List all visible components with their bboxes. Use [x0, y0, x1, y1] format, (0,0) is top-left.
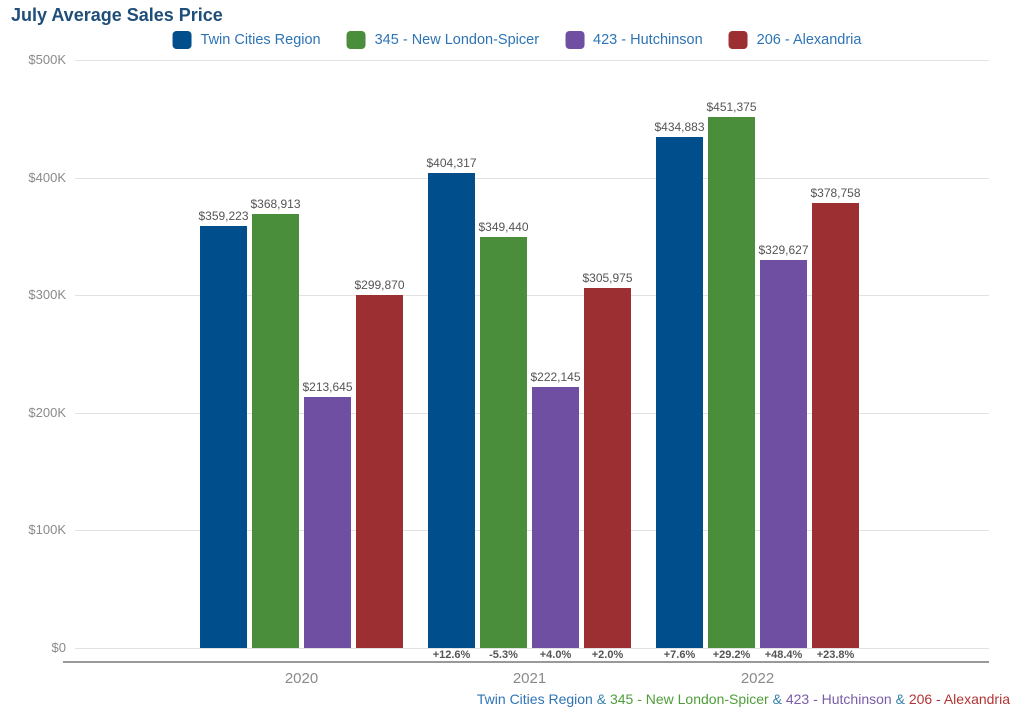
legend-label: Twin Cities Region [200, 32, 321, 48]
legend-label: 423 - Hutchinson [593, 32, 703, 48]
bar[interactable] [304, 396, 351, 648]
bar[interactable] [356, 295, 403, 648]
x-axis-line [63, 661, 989, 663]
bar[interactable] [532, 386, 579, 648]
legend-label: 206 - Alexandria [756, 32, 862, 48]
legend-item[interactable]: 206 - Alexandria [728, 31, 862, 49]
footer-separator: & [592, 691, 610, 707]
bar[interactable] [480, 237, 527, 648]
bar-value-label: $368,913 [250, 197, 301, 212]
bar-value-label: $434,883 [654, 119, 705, 134]
y-axis-tick-label: $500K [28, 52, 66, 67]
footer-separator: & [768, 691, 786, 707]
y-axis-tick-label: $200K [28, 404, 66, 420]
bar[interactable] [252, 214, 299, 648]
bar-value-label: $299,870 [354, 278, 405, 293]
bar-value-label: $329,627 [758, 243, 809, 258]
y-gridline [75, 295, 989, 297]
bar-value-label: $359,223 [198, 208, 249, 223]
legend-label: 345 - New London-Spicer [374, 32, 540, 48]
bar-value-label: $378,758 [810, 185, 861, 200]
legend-item[interactable]: Twin Cities Region [172, 31, 321, 49]
legend-swatch-icon [728, 31, 748, 49]
legend-swatch-icon [346, 31, 366, 49]
legend-item[interactable]: 345 - New London-Spicer [346, 31, 540, 49]
chart-legend: Twin Cities Region 345 - New London-Spice… [172, 31, 862, 49]
footer-separator: & [891, 691, 909, 707]
bar-value-label: $451,375 [706, 100, 757, 115]
x-axis-category-label: 2020 [284, 670, 319, 687]
pct-change-label: +7.6% [663, 649, 696, 661]
footer-series-name: 423 - Hutchinson [785, 691, 892, 707]
chart-title: July Average Sales Price [11, 5, 223, 25]
bar[interactable] [760, 260, 807, 648]
series-footer: Twin Cities Region & 345 - New London-Sp… [477, 691, 1010, 707]
pct-change-label: +23.8% [816, 649, 855, 661]
y-gridline [75, 60, 989, 61]
bar-value-label: $222,145 [530, 369, 581, 384]
y-axis-tick-label: $0 [51, 640, 66, 655]
bar[interactable] [708, 117, 755, 648]
y-axis-tick-label: $300K [28, 287, 66, 303]
x-axis-category-label: 2022 [740, 670, 775, 687]
bar-value-label: $305,975 [582, 271, 633, 286]
bar[interactable] [428, 172, 475, 648]
legend-swatch-icon [172, 31, 192, 49]
bar-value-label: $213,645 [302, 379, 353, 394]
footer-series-name: 206 - Alexandria [908, 691, 1010, 707]
bar-value-label: $404,317 [426, 155, 477, 170]
bar[interactable] [656, 136, 703, 648]
legend-swatch-icon [565, 31, 585, 49]
bar[interactable] [200, 225, 247, 648]
bar-value-label: $349,440 [478, 220, 529, 235]
pct-change-label: +12.6% [432, 649, 471, 661]
pct-change-label: +2.0% [591, 649, 624, 661]
footer-series-name: 345 - New London-Spicer [609, 691, 769, 707]
y-gridline [75, 648, 989, 649]
footer-series-name: Twin Cities Region [476, 691, 593, 707]
pct-change-label: +4.0% [539, 649, 572, 661]
legend-item[interactable]: 423 - Hutchinson [565, 31, 703, 49]
bar[interactable] [584, 288, 631, 648]
pct-change-label: +48.4% [764, 649, 803, 661]
bar[interactable] [812, 202, 859, 648]
pct-change-label: -5.3% [489, 649, 518, 661]
y-axis-tick-label: $400K [28, 169, 66, 185]
x-axis-category-label: 2021 [512, 670, 547, 687]
pct-change-label: +29.2% [712, 649, 751, 661]
y-gridline [75, 177, 989, 179]
y-axis-tick-label: $100K [28, 522, 66, 538]
